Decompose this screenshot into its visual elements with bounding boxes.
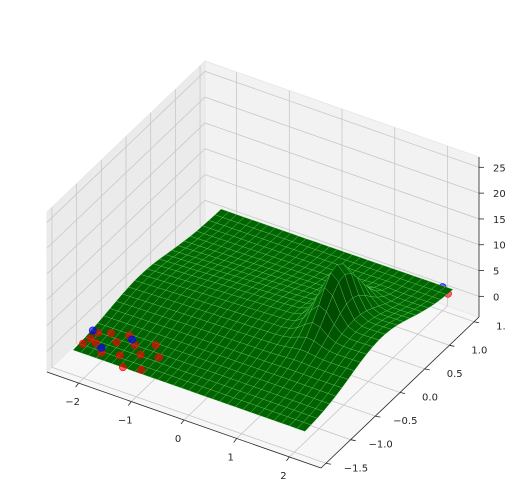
y-tick — [325, 462, 332, 465]
y-tick-label: 1.0 — [471, 345, 487, 356]
scatter-point — [107, 329, 115, 338]
scatter-point — [97, 343, 106, 352]
scatter-point — [112, 338, 121, 346]
scatter-point — [88, 326, 97, 335]
scatter-point — [137, 365, 146, 374]
z-tick-label: 20 — [493, 189, 506, 200]
z-tick-label: 5 — [493, 267, 499, 278]
scatter-point — [115, 351, 124, 360]
scatter-point — [136, 350, 145, 359]
scatter-point — [151, 341, 160, 349]
z-axis-ticks: 0 5 10 15 20 25 — [479, 163, 506, 303]
z-tick-label: 0 — [493, 292, 499, 303]
y-tick — [424, 368, 430, 371]
x-tick-label: 1 — [228, 452, 234, 463]
x-tick — [233, 438, 238, 443]
z-grid-line — [46, 70, 480, 223]
x-tick-label: 2 — [280, 471, 286, 482]
z-tick-label: 15 — [493, 215, 506, 226]
y-tick — [350, 439, 356, 442]
y-grid-line — [51, 207, 327, 464]
scatter-point — [79, 339, 87, 348]
x-tick-label: 0 — [175, 434, 181, 445]
x-tick — [75, 382, 79, 388]
scatter-point — [154, 353, 163, 362]
z-grid-line — [46, 122, 480, 275]
scatter-point — [86, 334, 95, 343]
y-tick-label: 0.5 — [447, 369, 463, 380]
x-tick — [286, 456, 290, 462]
z-grid-line — [46, 96, 480, 249]
y-tick — [449, 344, 455, 347]
y-tick-label: −1.5 — [344, 463, 368, 474]
y-tick-label: −0.5 — [393, 416, 417, 427]
scatter-point — [119, 363, 127, 372]
x-tick — [127, 401, 132, 406]
z-tick-label: 10 — [493, 241, 506, 252]
z-grid-line — [46, 148, 480, 301]
x-tick — [180, 419, 185, 425]
surface-face — [296, 422, 312, 432]
z-tick-label: 25 — [493, 163, 506, 174]
x-tick-label: −2 — [65, 397, 80, 408]
y-axis-ticks: −1.5 −1.0 −0.5 0.0 0.5 1.0 1.5 — [325, 321, 506, 474]
y-tick — [375, 415, 381, 418]
scatter-point — [128, 335, 136, 344]
z-grid-line — [46, 199, 480, 352]
y-tick-label: 1.5 — [496, 322, 506, 333]
x-axis-ticks: −2 −1 0 1 2 — [65, 382, 290, 482]
surface-mesh — [72, 208, 454, 432]
y-tick — [473, 321, 480, 324]
z-grid-line — [46, 174, 480, 326]
y-tick — [399, 392, 406, 394]
y-tick-label: −1.0 — [368, 440, 392, 451]
scatter-point — [92, 339, 100, 348]
scatter-points-front — [79, 326, 163, 374]
x-grid-line — [289, 145, 448, 458]
x-tick-label: −1 — [118, 416, 133, 427]
y-tick-label: 0.0 — [422, 393, 438, 404]
